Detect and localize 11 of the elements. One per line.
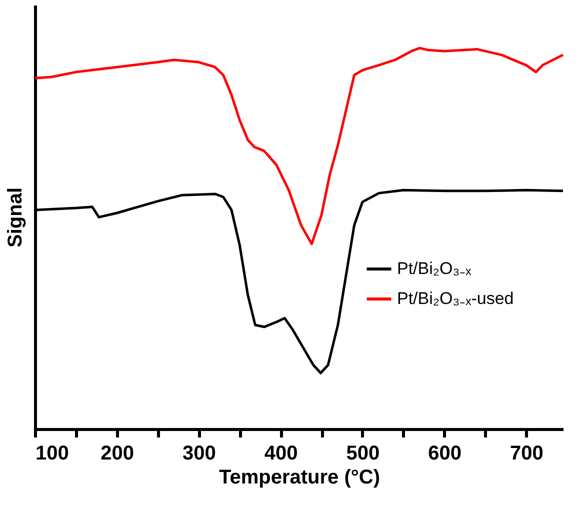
x-tick-label: 700 [510,442,544,464]
legend-label: Pt/Bi₂O₃₋ₓ [397,259,472,278]
x-tick-label: 100 [36,442,69,464]
x-tick-label: 400 [264,442,298,464]
x-tick-label: 200 [100,442,134,464]
x-tick-label: 300 [182,442,216,464]
x-tick-label: 600 [428,442,462,464]
y-axis-title: Signal [4,187,26,248]
x-axis-title: Temperature (°C) [219,466,380,488]
x-tick-label: 500 [346,442,380,464]
legend-label: Pt/Bi₂O₃₋ₓ-used [397,289,514,308]
